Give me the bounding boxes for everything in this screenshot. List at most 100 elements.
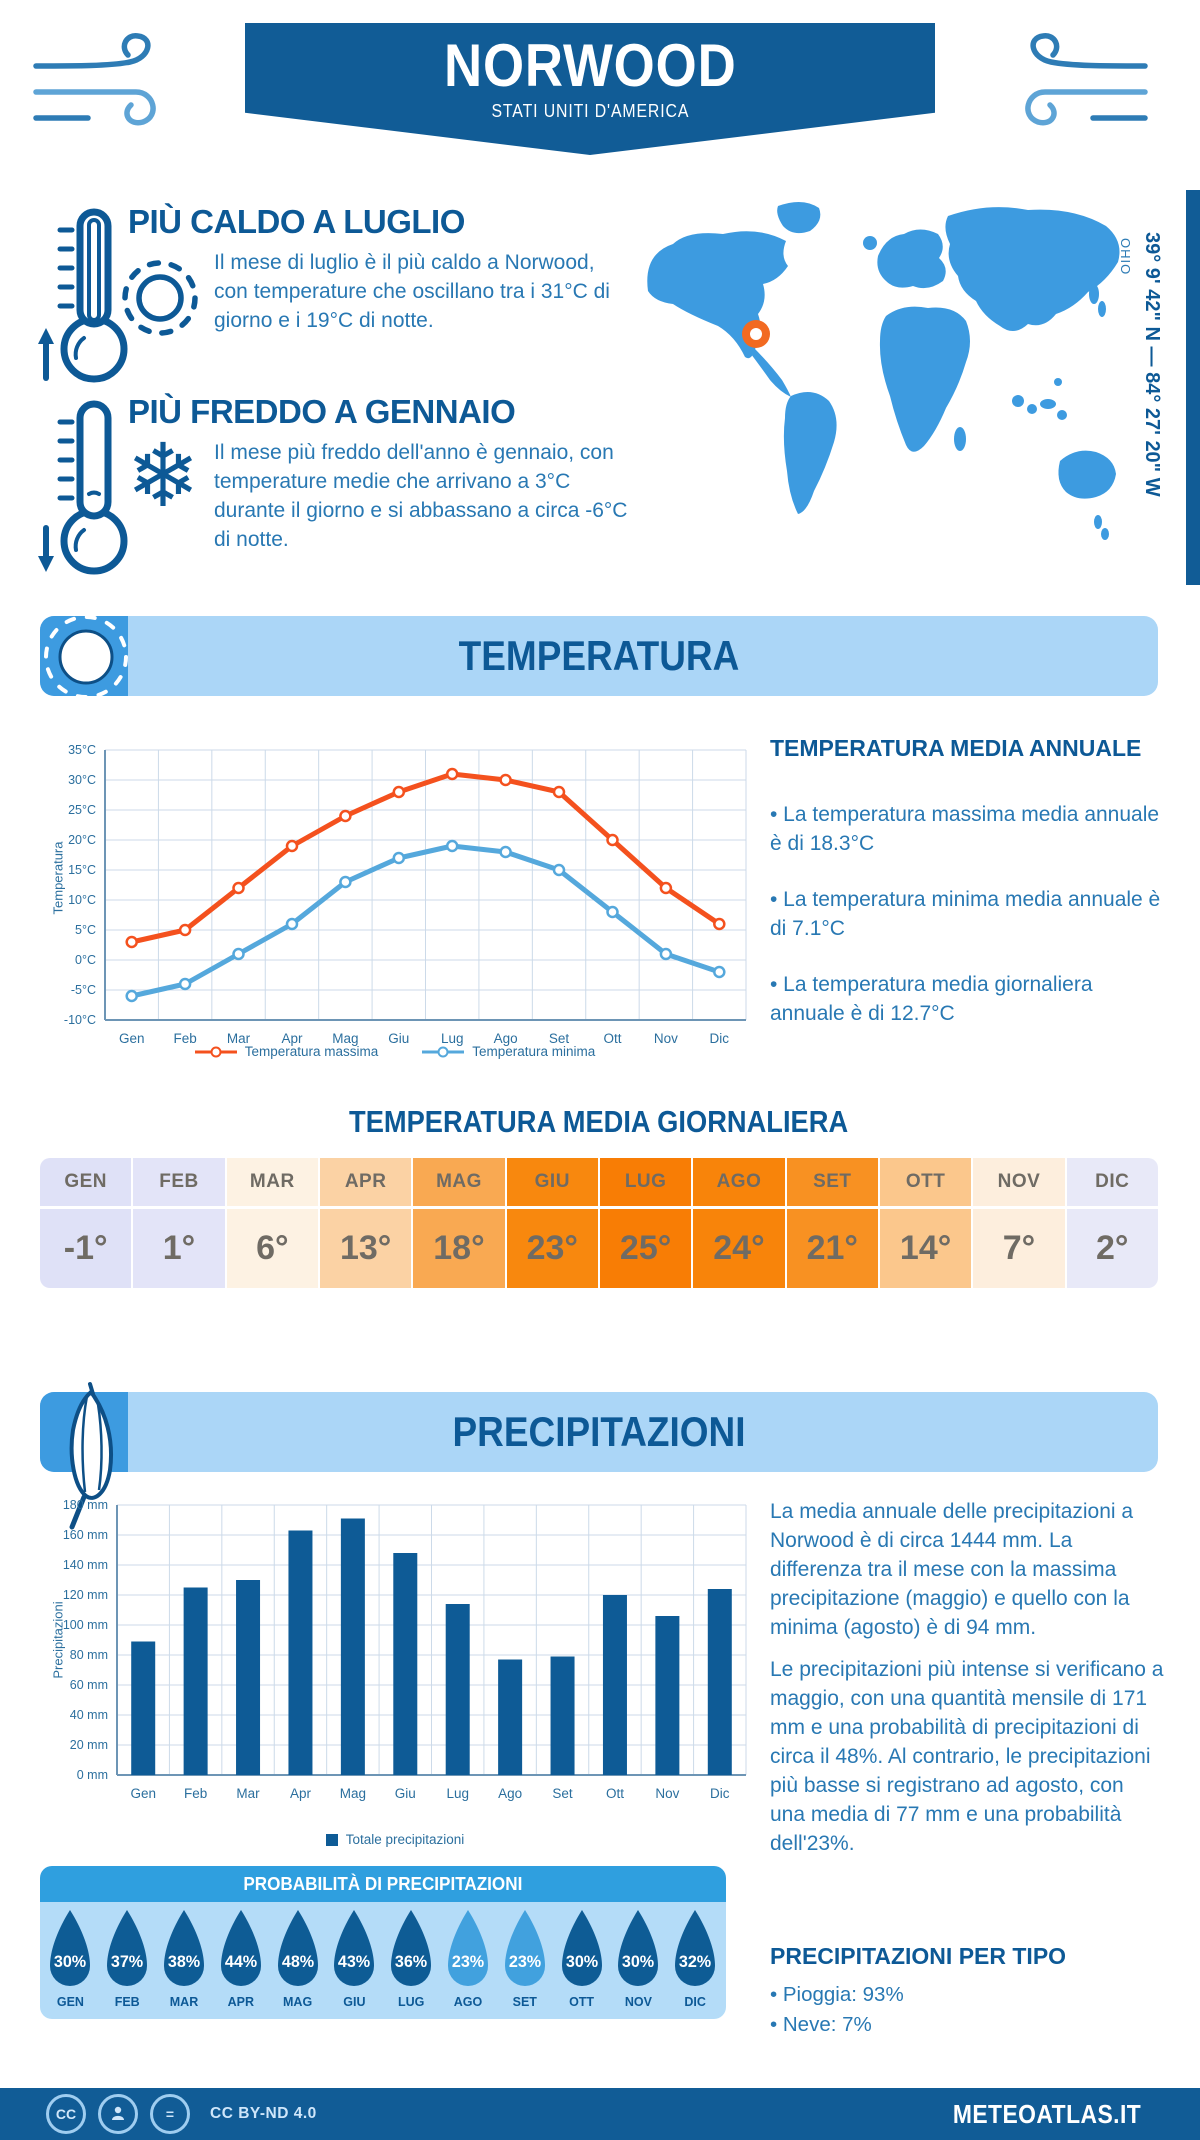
temp-table-column: GIU 23° bbox=[506, 1158, 600, 1288]
data-point bbox=[178, 977, 192, 991]
temperature-banner: TEMPERATURA bbox=[40, 615, 1158, 699]
wind-icon bbox=[1025, 33, 1148, 126]
svg-text:80 mm: 80 mm bbox=[70, 1648, 108, 1662]
precip-paragraph-2: Le precipitazioni più intense si verific… bbox=[770, 1658, 1164, 1855]
annual-bullet: • La temperatura minima media annuale è … bbox=[770, 888, 1161, 940]
svg-text:Set: Set bbox=[549, 1031, 570, 1046]
precip-bar bbox=[340, 1518, 365, 1775]
site-label[interactable]: METEOATLAS.IT bbox=[952, 2098, 1142, 2129]
precip-bar bbox=[550, 1656, 575, 1775]
droplet-icon bbox=[391, 1910, 432, 1986]
probability-value: 30% bbox=[565, 1952, 598, 1971]
droplet-icon bbox=[447, 1910, 488, 1986]
svg-text:140 mm: 140 mm bbox=[63, 1558, 108, 1572]
svg-text:120 mm: 120 mm bbox=[63, 1588, 108, 1602]
probability-month: GIU bbox=[343, 1995, 366, 2009]
svg-text:100 mm: 100 mm bbox=[63, 1618, 108, 1632]
temp-table-month: DIC bbox=[1066, 1158, 1158, 1209]
probability-value: 30% bbox=[54, 1952, 87, 1971]
precip-bar bbox=[393, 1553, 418, 1775]
footer-bar: CC = CC BY-ND 4.0 METEOATLAS.IT bbox=[0, 2088, 1200, 2140]
cc-attribution-icon bbox=[98, 2094, 138, 2134]
droplet-icon bbox=[220, 1910, 261, 1986]
probability-value: 36% bbox=[395, 1952, 428, 1971]
svg-text:Ago: Ago bbox=[498, 1786, 522, 1801]
precip-types-bullets: • Pioggia: 93% • Neve: 7% bbox=[770, 1980, 1162, 2040]
temp-table-month: MAR bbox=[226, 1158, 318, 1209]
asia bbox=[945, 207, 1120, 332]
wind-icon bbox=[33, 33, 156, 126]
precipitation-banner-title: PRECIPITAZIONI bbox=[452, 1408, 746, 1455]
temp-table-column: APR 13° bbox=[319, 1158, 414, 1288]
temp-table-value: 21° bbox=[806, 1229, 858, 1267]
svg-text:Ago: Ago bbox=[494, 1031, 518, 1046]
data-point bbox=[713, 917, 726, 931]
temp-table-value: 7° bbox=[1002, 1229, 1036, 1267]
svg-text:Dic: Dic bbox=[710, 1031, 730, 1046]
legend-marker-icon bbox=[422, 1046, 465, 1057]
droplet-icon bbox=[277, 1910, 318, 1986]
probability-month: SET bbox=[512, 1995, 537, 2009]
probability-drop: 38% MAR bbox=[156, 1908, 213, 2009]
africa bbox=[879, 306, 970, 452]
annual-bullet: • La temperatura media giornaliera annua… bbox=[770, 973, 1093, 1025]
annual-temp-title: TEMPERATURA MEDIA ANNUALE bbox=[770, 735, 1142, 761]
temp-table-value: 2° bbox=[1096, 1229, 1129, 1267]
probability-month: DIC bbox=[684, 1995, 706, 2009]
probability-drop: 37% FEB bbox=[99, 1908, 156, 2009]
precip-bar bbox=[183, 1587, 208, 1775]
probability-value: 23% bbox=[451, 1952, 485, 1971]
snowflake-icon: ❄ bbox=[126, 426, 200, 525]
probability-value: 44% bbox=[224, 1952, 257, 1971]
legend-swatch-icon bbox=[325, 1833, 338, 1846]
probability-month: APR bbox=[227, 1995, 254, 2009]
svg-text:Lug: Lug bbox=[441, 1031, 464, 1046]
temp-table-month: AGO bbox=[693, 1158, 785, 1209]
data-point bbox=[499, 845, 512, 859]
probability-value: 30% bbox=[622, 1952, 655, 1971]
type-bullet: • Pioggia: 93% bbox=[770, 1983, 904, 2006]
legend-marker-icon bbox=[194, 1046, 237, 1057]
temperature-chart: -10°C -5°C 0°C 5°C 10°C 15°C 20°C 25°C 30°C 35°C G… bbox=[40, 733, 750, 1063]
probability-drops-row: 30% GEN 37% FEB 38% MAR 44% APR 48% MAG 43% GIU 36% L… bbox=[40, 1902, 726, 2019]
data-point bbox=[659, 947, 673, 961]
data-point bbox=[339, 875, 352, 889]
temp-table-column: GEN -1° bbox=[40, 1158, 134, 1288]
temp-table-value: 1° bbox=[162, 1229, 196, 1267]
probability-month: MAR bbox=[169, 1995, 199, 2009]
thermometer-hot-icon bbox=[38, 208, 128, 383]
probability-drop: 23% SET bbox=[496, 1908, 553, 2009]
daily-temp-title: TEMPERATURA MEDIA GIORNALIERA bbox=[349, 1104, 849, 1139]
australia bbox=[1058, 450, 1116, 499]
probability-value: 32% bbox=[678, 1952, 712, 1971]
data-point bbox=[445, 839, 459, 853]
temp-table-column: LUG 25° bbox=[599, 1158, 694, 1288]
svg-text:160 mm: 160 mm bbox=[63, 1528, 108, 1542]
data-point bbox=[713, 965, 726, 979]
svg-text:Nov: Nov bbox=[655, 1786, 679, 1801]
right-edge-strip bbox=[1186, 190, 1200, 585]
data-point bbox=[392, 785, 406, 799]
data-point bbox=[499, 773, 512, 787]
data-point bbox=[659, 881, 673, 895]
annual-bullet: • La temperatura massima media annuale è… bbox=[770, 803, 1160, 855]
svg-text:Gen: Gen bbox=[119, 1031, 145, 1046]
data-point bbox=[392, 851, 406, 865]
probability-value: 37% bbox=[111, 1952, 144, 1971]
temp-table-month: OTT bbox=[879, 1158, 972, 1209]
data-point bbox=[552, 863, 566, 877]
page-subtitle: STATI UNITI D'AMERICA bbox=[491, 101, 689, 121]
svg-text:5°C: 5°C bbox=[75, 923, 96, 937]
svg-text:20°C: 20°C bbox=[68, 833, 96, 847]
temp-table-value: 18° bbox=[433, 1229, 485, 1267]
precip-bar bbox=[655, 1616, 680, 1775]
temp-table-column: OTT 14° bbox=[879, 1158, 974, 1288]
precip-bar bbox=[288, 1530, 313, 1775]
temp-table-month: SET bbox=[786, 1158, 878, 1209]
svg-text:Ott: Ott bbox=[606, 1786, 624, 1801]
data-point bbox=[339, 809, 352, 823]
temp-table-column: NOV 7° bbox=[973, 1158, 1067, 1288]
svg-text:-10°C: -10°C bbox=[64, 1013, 96, 1027]
svg-text:0°C: 0°C bbox=[75, 953, 96, 967]
cold-title: PIÙ FREDDO A GENNAIO bbox=[128, 393, 516, 430]
